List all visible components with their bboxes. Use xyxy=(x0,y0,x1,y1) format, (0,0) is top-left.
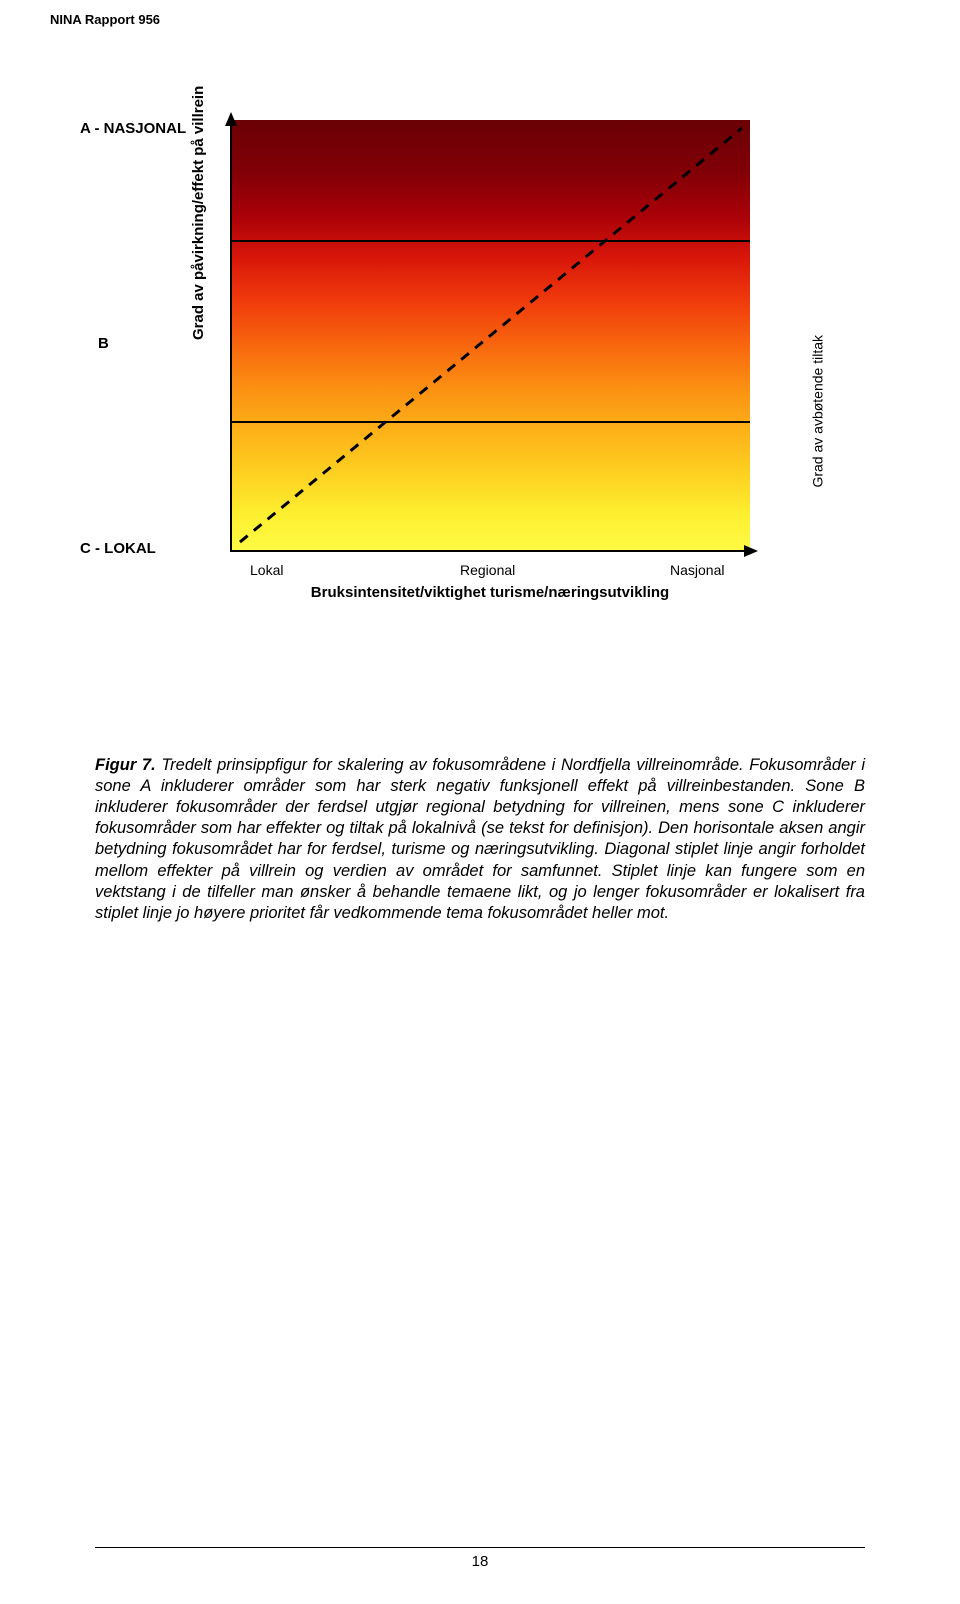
principle-figure: A - NASJONAL B C - LOKAL Grad av påvirkn… xyxy=(80,120,840,650)
y-zone-label-a: A - NASJONAL xyxy=(80,120,186,137)
y-zone-label-b: B xyxy=(98,335,109,352)
gradient-plot xyxy=(230,120,750,552)
zone-divider-ab xyxy=(232,240,750,242)
page-number: 18 xyxy=(0,1553,960,1570)
x-axis-title: Bruksintensitet/viktighet turisme/næring… xyxy=(230,584,750,601)
diagonal-dashed-line xyxy=(232,120,750,550)
x-tick-nasjonal: Nasjonal xyxy=(670,562,724,578)
y-axis-title-left: Grad av påvirkning/effekt på villrein xyxy=(190,86,207,340)
y-axis-title-right: Grad av avbøtende tiltak xyxy=(810,335,826,488)
footer-rule xyxy=(95,1547,865,1548)
caption-label: Figur 7. xyxy=(95,756,156,774)
report-header: NINA Rapport 956 xyxy=(50,12,160,27)
x-tick-regional: Regional xyxy=(460,562,515,578)
y-axis-arrow-icon xyxy=(225,112,237,126)
zone-divider-bc xyxy=(232,421,750,423)
x-axis-arrow-icon xyxy=(744,545,758,557)
x-tick-lokal: Lokal xyxy=(250,562,283,578)
figure-caption: Figur 7. Tredelt prinsippfigur for skale… xyxy=(95,755,865,924)
caption-text: Tredelt prinsippfigur for skalering av f… xyxy=(95,756,865,922)
y-zone-label-c: C - LOKAL xyxy=(80,540,156,557)
